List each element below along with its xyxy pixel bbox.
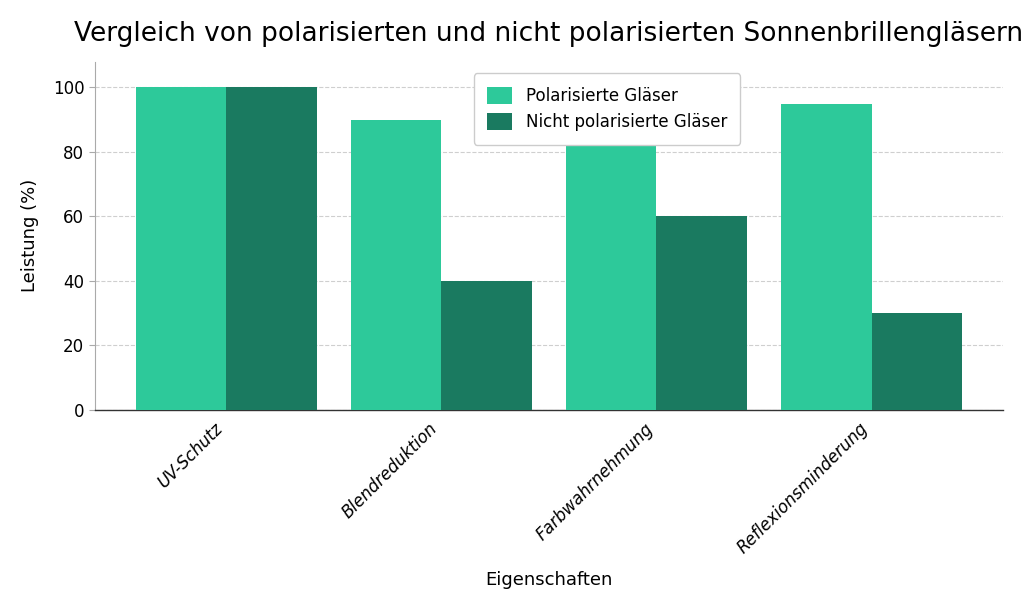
X-axis label: Eigenschaften: Eigenschaften [485, 571, 612, 589]
Bar [441, 281, 531, 410]
Bar [566, 136, 656, 410]
Bar [136, 87, 226, 410]
Bar [656, 217, 746, 410]
Legend: Polarisierte Gläser, Nicht polarisierte Gläser: Polarisierte Gläser, Nicht polarisierte … [474, 73, 740, 145]
Title: Vergleich von polarisierten und nicht polarisierten Sonnenbrillengläsern: Vergleich von polarisierten und nicht po… [75, 21, 1024, 47]
Bar [351, 120, 441, 410]
Bar [781, 104, 871, 410]
Y-axis label: Leistung (%): Leistung (%) [20, 179, 39, 292]
Bar [226, 87, 316, 410]
Bar [871, 313, 962, 410]
